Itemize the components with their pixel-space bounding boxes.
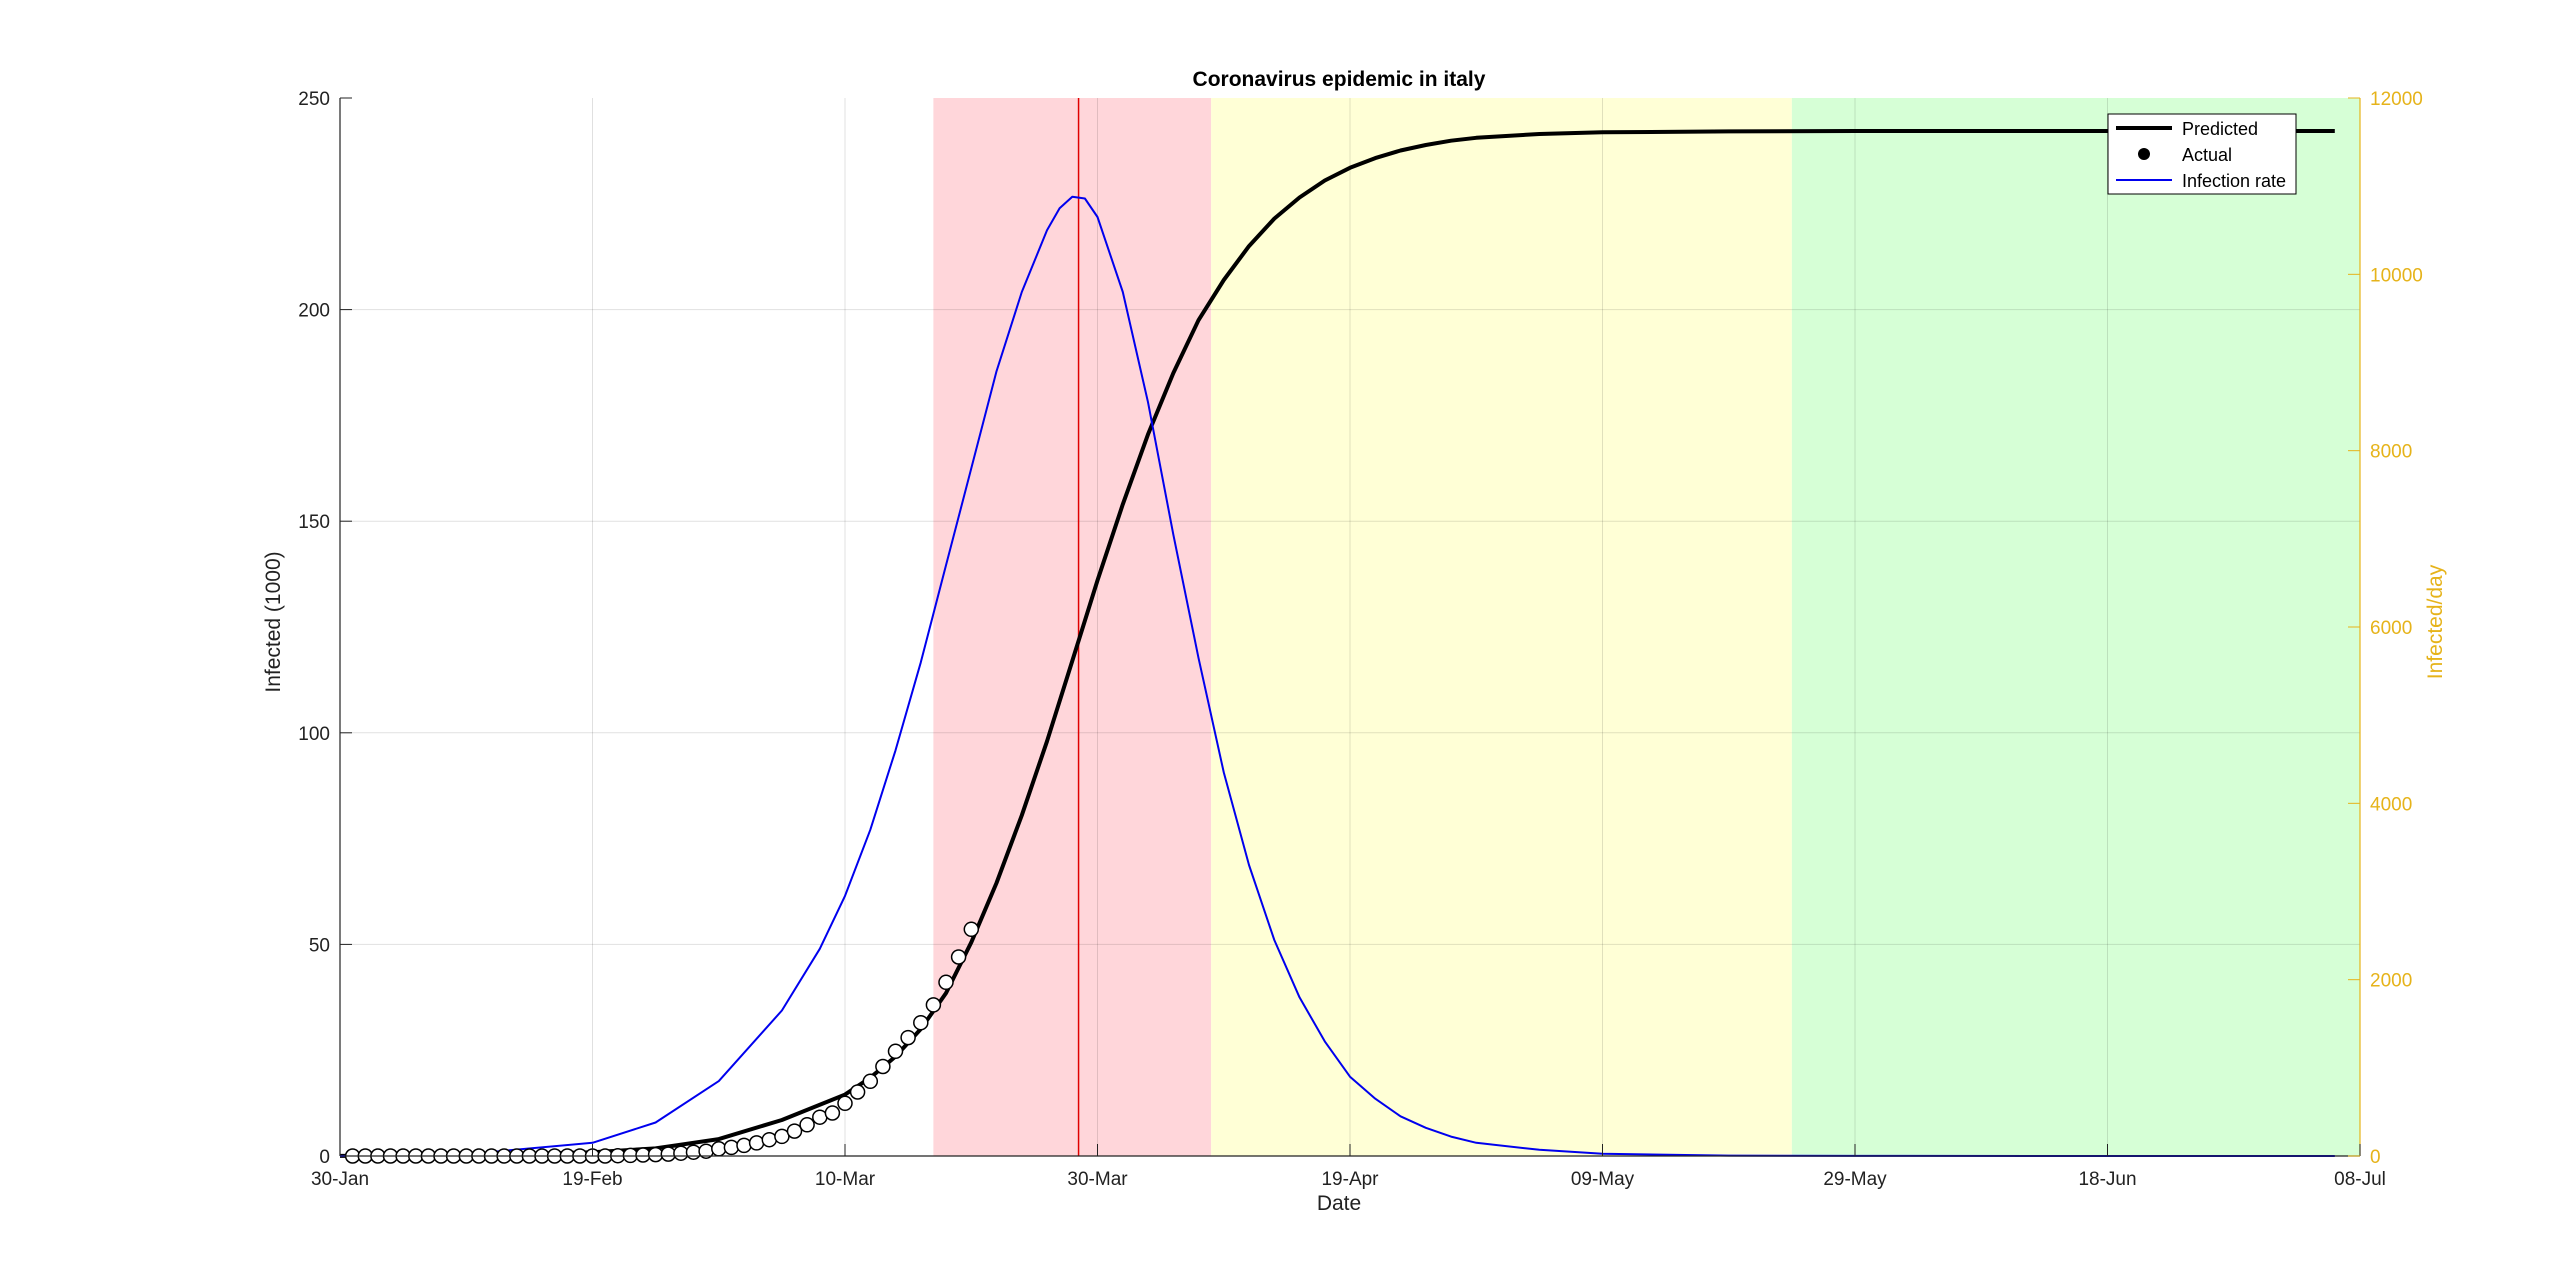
actual-point xyxy=(950,949,967,965)
actual-point xyxy=(736,1137,752,1154)
x-tick-label: 29-May xyxy=(1823,1169,1887,1190)
y2-tick-label: 8000 xyxy=(2370,442,2412,463)
tick-labels: 30-Jan 19-Feb 10-Mar 30-Mar 19-Apr 09-May 29-M… xyxy=(298,89,2423,1190)
series-layer xyxy=(339,129,2335,1164)
actual-point xyxy=(748,1135,765,1151)
phase-band-1 xyxy=(1211,98,1792,1156)
grid-lines xyxy=(340,98,2360,1156)
y-tick-label: 100 xyxy=(298,724,330,745)
actual-point xyxy=(660,1146,677,1162)
x-tick-label: 18-Jun xyxy=(2078,1169,2136,1190)
y2-tick-label: 4000 xyxy=(2370,794,2412,815)
x-tick-label: 10-Mar xyxy=(815,1169,876,1190)
x-axis-title: Date xyxy=(1317,1192,1361,1215)
y-axis-title: Infected (1000) xyxy=(262,551,285,692)
actual-point xyxy=(761,1131,778,1148)
actual-point xyxy=(849,1084,866,1100)
legend-rate-label: Infection rate xyxy=(2182,171,2286,191)
y2-tick-label: 6000 xyxy=(2370,618,2412,639)
y2-tick-label: 0 xyxy=(2370,1147,2381,1168)
actual-point xyxy=(673,1145,689,1161)
phase-backgrounds xyxy=(933,98,2360,1156)
x-tick-label: 19-Feb xyxy=(562,1169,622,1190)
y2-tick-label: 10000 xyxy=(2370,265,2423,286)
legend-actual-label: Actual xyxy=(2182,145,2232,165)
chart-title: Coronavirus epidemic in italy xyxy=(1193,68,1486,91)
actual-point xyxy=(938,974,954,991)
x-tick-label: 08-Jul xyxy=(2334,1169,2386,1190)
phase-band-2 xyxy=(1791,98,2360,1156)
x-tick-label: 09-May xyxy=(1571,1169,1635,1190)
phase-band-0 xyxy=(933,98,1212,1156)
actual-point xyxy=(963,921,980,938)
y-tick-label: 150 xyxy=(298,512,330,533)
x-tick-label: 30-Mar xyxy=(1067,1169,1128,1190)
legend: Predicted Actual Infection rate xyxy=(2107,113,2297,195)
legend-actual-swatch xyxy=(2138,148,2150,160)
actual-point xyxy=(913,1014,929,1031)
y-tick-label: 250 xyxy=(298,89,330,110)
actual-point xyxy=(925,997,942,1013)
actual-point xyxy=(824,1105,841,1121)
actual-point xyxy=(647,1146,664,1163)
x-tick-label: 30-Jan xyxy=(311,1169,369,1190)
y-tick-label: 0 xyxy=(319,1147,330,1168)
actual-point xyxy=(711,1141,727,1157)
infection-rate-line xyxy=(339,195,2335,1157)
actual-point xyxy=(875,1058,891,1075)
y-tick-label: 50 xyxy=(309,935,330,956)
y2-tick-label: 12000 xyxy=(2370,89,2423,110)
actual-point xyxy=(862,1073,879,1090)
legend-predicted-label: Predicted xyxy=(2182,119,2258,139)
actual-point xyxy=(786,1123,803,1139)
actual-point xyxy=(799,1117,815,1133)
actual-point xyxy=(723,1139,740,1156)
x-tick-label: 19-Apr xyxy=(1321,1169,1379,1190)
actual-point xyxy=(837,1095,853,1112)
y2-axis-title: Infected/day xyxy=(2424,564,2447,679)
y-tick-label: 200 xyxy=(298,301,330,322)
actual-point xyxy=(900,1029,916,1046)
actual-point xyxy=(887,1043,904,1060)
actual-point xyxy=(685,1144,702,1160)
y2-tick-label: 2000 xyxy=(2370,971,2412,992)
